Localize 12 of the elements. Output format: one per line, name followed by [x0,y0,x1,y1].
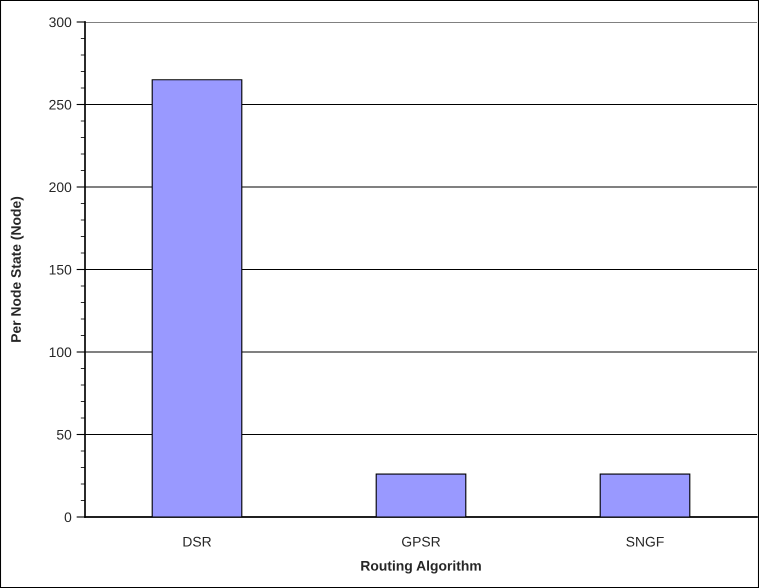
y-tick-label: 250 [49,100,72,110]
x-tick-label: GPSR [402,536,440,547]
y-tick-label: 150 [50,264,72,275]
y-tick-label: 200 [49,182,72,192]
y-axis-title: Per Node State (Node) [10,196,24,342]
y-tick-label: 0 [64,512,72,522]
y-tick-label: 50 [56,430,72,440]
x-tick-label: SNGF [626,536,664,547]
x-axis-title: Routing Algorithm [361,560,481,574]
y-tick-label: 100 [50,347,72,358]
x-tick-label: DSR [183,536,212,547]
y-tick-label: 300 [49,17,72,28]
